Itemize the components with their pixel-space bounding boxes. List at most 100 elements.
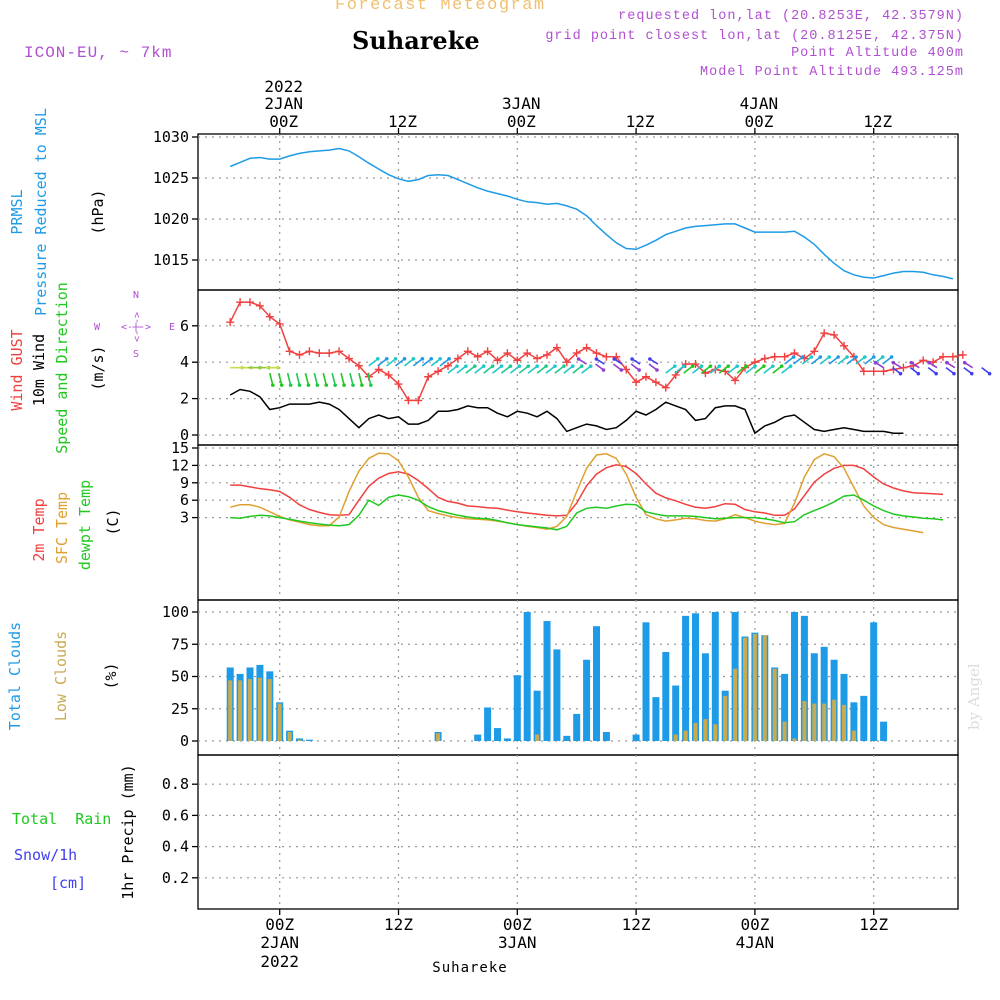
temp-unit: (C) xyxy=(104,508,122,535)
gust-marker xyxy=(651,378,660,387)
wind-arrow-head xyxy=(594,357,599,361)
total-cloud-bar xyxy=(652,697,660,741)
gust-marker xyxy=(265,312,274,321)
wind-arrow-head xyxy=(889,355,894,359)
temp-label-2m: 2m Temp xyxy=(30,498,48,561)
wind-arrow xyxy=(340,372,345,386)
wind-arrow xyxy=(837,356,848,365)
gust-marker xyxy=(691,360,700,369)
wind-arrow-head xyxy=(535,364,539,368)
wind-arrow-head xyxy=(863,355,867,359)
wind-arrow xyxy=(358,372,363,386)
wind-arrow xyxy=(709,365,720,374)
wind-arrow xyxy=(665,365,676,374)
pressure-unit: (hPa) xyxy=(89,189,107,234)
total-cloud-bar xyxy=(662,651,670,741)
low-cloud-bar xyxy=(238,680,243,741)
wind-arrow xyxy=(572,365,583,374)
wind-arrow-head xyxy=(571,364,575,368)
gust-marker xyxy=(444,361,452,370)
x-label-hour: 12Z xyxy=(626,112,655,131)
10m-wind-line xyxy=(229,388,904,435)
wind-arrow-head xyxy=(579,364,584,368)
wind-arrow-head xyxy=(612,357,617,361)
gust-marker xyxy=(226,318,235,327)
compass-ns-arrow: <-|-> xyxy=(132,312,143,342)
wind-arrow-head xyxy=(601,368,606,372)
y-tick-label: 9 xyxy=(180,474,189,492)
total-cloud-bar xyxy=(682,615,690,741)
wind-label-gust: Wind GUST xyxy=(8,329,26,410)
wind-arrow-head xyxy=(499,364,504,368)
pressure-label-desc: Pressure Reduced to MSL xyxy=(32,108,50,316)
y-tick-label: 1015 xyxy=(153,251,189,269)
chart-title: Forecast Meteogram xyxy=(335,0,546,15)
low-cloud-bar xyxy=(822,703,827,741)
low-cloud-bar xyxy=(713,724,718,741)
wind-arrow-head xyxy=(681,364,686,368)
gust-marker xyxy=(820,329,829,338)
y-tick-label: 6 xyxy=(180,317,189,335)
wind-arrow xyxy=(277,372,283,386)
x-label-hour: 12Z xyxy=(859,915,888,934)
gust-marker xyxy=(503,349,512,358)
compass-ew-arrow: <-|-> xyxy=(121,322,151,333)
total-cloud-bar xyxy=(781,673,789,741)
low-cloud-bar xyxy=(752,633,757,741)
gust-marker xyxy=(859,367,868,376)
low-cloud-bar xyxy=(792,738,797,741)
wind-arrow-head xyxy=(306,383,311,387)
wind-arrow xyxy=(439,358,450,367)
gust-marker xyxy=(622,365,631,374)
wind-arrow-head xyxy=(788,364,793,368)
low-cloud-bar xyxy=(812,703,817,741)
wind-gust-series xyxy=(226,298,967,405)
wind-arrow xyxy=(801,356,812,365)
gust-marker xyxy=(384,370,393,379)
gust-marker xyxy=(305,347,314,356)
wind-arrow-head xyxy=(637,368,641,372)
low-cloud-bar xyxy=(703,719,708,741)
total-cloud-bar xyxy=(692,613,699,741)
gust-marker xyxy=(394,380,403,389)
clouds-panel: 0 25 50 75 100 xyxy=(162,599,959,756)
low-cloud-bar xyxy=(693,722,698,741)
low-cloud-bar xyxy=(842,704,846,741)
wind-arrow-head xyxy=(351,383,355,387)
wind-arrow xyxy=(527,365,538,374)
wind-arrow-head xyxy=(553,364,557,368)
gust-marker xyxy=(374,365,383,374)
gust-marker xyxy=(493,356,502,365)
x-label-hour: 00Z xyxy=(265,915,294,934)
y-tick-label: 1030 xyxy=(153,128,189,146)
wind-arrow xyxy=(313,372,319,386)
total-cloud-bar xyxy=(880,721,888,741)
wind-arrow-head xyxy=(753,364,757,368)
wind-arrow xyxy=(492,365,503,374)
gust-marker xyxy=(246,298,254,307)
gust-marker xyxy=(780,352,789,361)
wind-arrow-head xyxy=(315,383,320,387)
wind-arrow xyxy=(563,365,574,374)
wind-arrow-head xyxy=(952,371,956,376)
total-cloud-bar xyxy=(563,735,571,741)
wind-arrow xyxy=(377,358,388,367)
wind-arrow xyxy=(745,365,756,374)
wind-arrow-head xyxy=(438,357,442,361)
2m-temp-series xyxy=(230,464,944,517)
wind-arrow-head xyxy=(744,364,748,368)
wind-arrow xyxy=(500,365,511,374)
low-cloud-bar xyxy=(832,699,837,741)
y-tick-label: 100 xyxy=(162,603,189,621)
wind-arrow xyxy=(367,372,372,386)
gust-marker xyxy=(919,356,928,365)
precip-label-rain: Total Rain xyxy=(12,810,111,828)
y-tick-label: 3 xyxy=(180,509,189,527)
wind-arrow-head xyxy=(384,357,389,361)
x-label-hour: 12Z xyxy=(388,112,417,131)
wind-arrow xyxy=(483,365,494,374)
low-cloud-bar xyxy=(673,734,678,741)
gust-marker xyxy=(810,347,819,356)
gust-marker xyxy=(642,372,650,381)
total-cloud-bar xyxy=(642,622,650,741)
